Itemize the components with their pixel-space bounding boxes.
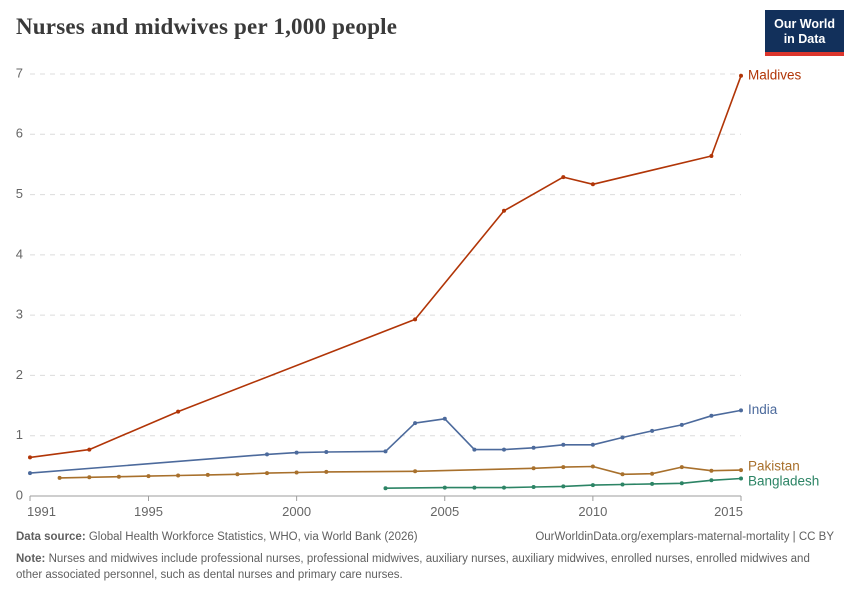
series-line-india	[29, 409, 742, 474]
data-point-bangladesh	[620, 482, 625, 487]
x-axis-tick-label: 2010	[578, 504, 607, 519]
series-label-pakistan: Pakistan	[748, 458, 800, 473]
data-point-bangladesh	[531, 485, 536, 489]
note-line: Note: Nurses and midwives include profes…	[16, 551, 834, 583]
data-point-india	[590, 442, 595, 447]
data-point-bangladesh	[383, 486, 388, 491]
data-point-pakistan	[176, 473, 181, 478]
data-point-pakistan	[590, 464, 595, 469]
data-point-pakistan	[116, 474, 121, 479]
data-point-pakistan	[265, 471, 269, 476]
series-line-maldives	[29, 75, 742, 459]
data-point-pakistan	[531, 466, 536, 471]
data-source-text: Global Health Workforce Statistics, WHO,…	[85, 531, 418, 543]
data-point-pakistan	[709, 468, 714, 473]
data-point-bangladesh	[502, 485, 506, 490]
data-point-maldives	[561, 175, 566, 180]
y-axis-tick-label: 2	[16, 367, 23, 382]
y-axis-tick-label: 0	[16, 487, 23, 502]
data-point-pakistan	[205, 472, 210, 477]
y-axis-tick-label: 3	[16, 307, 23, 322]
data-point-bangladesh	[650, 481, 655, 486]
note-text: Nurses and midwives include professional…	[16, 553, 810, 582]
data-point-pakistan	[146, 474, 151, 479]
data-point-bangladesh	[679, 481, 684, 486]
data-point-india	[472, 447, 477, 452]
owid-logo: Our World in Data	[765, 10, 844, 56]
y-axis-tick-label: 1	[16, 427, 23, 442]
data-point-india	[294, 450, 299, 455]
data-point-india	[324, 450, 329, 454]
data-point-india	[28, 471, 32, 476]
data-point-bangladesh	[442, 485, 447, 490]
data-point-india	[502, 447, 506, 452]
data-point-pakistan	[561, 465, 566, 470]
data-point-bangladesh	[561, 484, 566, 489]
data-point-bangladesh	[739, 476, 743, 481]
data-point-india	[650, 428, 655, 433]
page-title: Nurses and midwives per 1,000 people	[16, 14, 398, 39]
x-axis-tick-label: 1991	[27, 504, 56, 519]
data-point-pakistan	[57, 475, 62, 480]
owid-logo-line2: in Data	[783, 32, 826, 46]
data-point-india	[561, 442, 566, 447]
data-point-india	[679, 422, 684, 427]
data-point-pakistan	[235, 472, 240, 477]
y-axis-tick-label: 7	[16, 65, 23, 80]
data-source-label: Data source:	[16, 531, 86, 543]
data-point-india	[442, 416, 447, 421]
data-point-bangladesh	[590, 483, 595, 488]
chart-footer: Data source: Global Health Workforce Sta…	[0, 529, 850, 583]
series-line-bangladesh	[384, 477, 742, 490]
series-label-maldives: Maldives	[748, 67, 802, 82]
data-point-india	[739, 408, 743, 413]
data-point-bangladesh	[472, 485, 477, 490]
data-point-pakistan	[650, 471, 655, 476]
series-label-india: India	[748, 402, 778, 417]
y-axis-tick-label: 4	[16, 246, 23, 261]
data-source-line: Data source: Global Health Workforce Sta…	[16, 529, 418, 545]
data-point-bangladesh	[709, 478, 714, 483]
series-line-pakistan	[58, 465, 742, 479]
data-point-india	[709, 413, 714, 418]
data-point-india	[531, 445, 536, 450]
data-point-india	[265, 452, 269, 457]
line-chart: 0 1 2 3 4 5 6 7 1991 1995 2000 2005 2010 2015 Maldives…	[16, 65, 820, 519]
note-label: Note:	[16, 553, 46, 566]
data-point-pakistan	[739, 468, 743, 473]
y-axis-tick-label: 5	[16, 186, 23, 201]
data-point-maldives	[87, 447, 92, 452]
data-point-pakistan	[87, 475, 92, 480]
data-point-pakistan	[679, 465, 684, 470]
data-point-pakistan	[620, 472, 625, 477]
data-point-maldives	[709, 154, 714, 158]
data-point-pakistan	[294, 470, 299, 475]
data-point-india	[620, 435, 625, 440]
series-label-bangladesh: Bangladesh	[748, 473, 819, 488]
data-point-maldives	[739, 73, 743, 78]
data-point-pakistan	[413, 469, 418, 474]
data-point-maldives	[176, 409, 181, 414]
y-axis-tick-label: 6	[16, 126, 23, 141]
attribution-link[interactable]: OurWorldinData.org/exemplars-maternal-mo…	[535, 531, 834, 543]
x-axis-tick-label: 2000	[282, 504, 311, 519]
data-point-maldives	[413, 317, 418, 322]
data-point-maldives	[28, 455, 32, 460]
data-point-india	[383, 449, 388, 454]
x-axis-tick-label: 1995	[134, 504, 163, 519]
data-point-maldives	[590, 182, 595, 187]
x-axis-tick-label: 2015	[714, 504, 743, 519]
data-point-india	[413, 421, 418, 426]
owid-logo-line1: Our World	[774, 17, 835, 31]
x-axis-tick-label: 2005	[430, 504, 459, 519]
data-point-pakistan	[324, 469, 329, 474]
data-point-maldives	[502, 208, 506, 213]
